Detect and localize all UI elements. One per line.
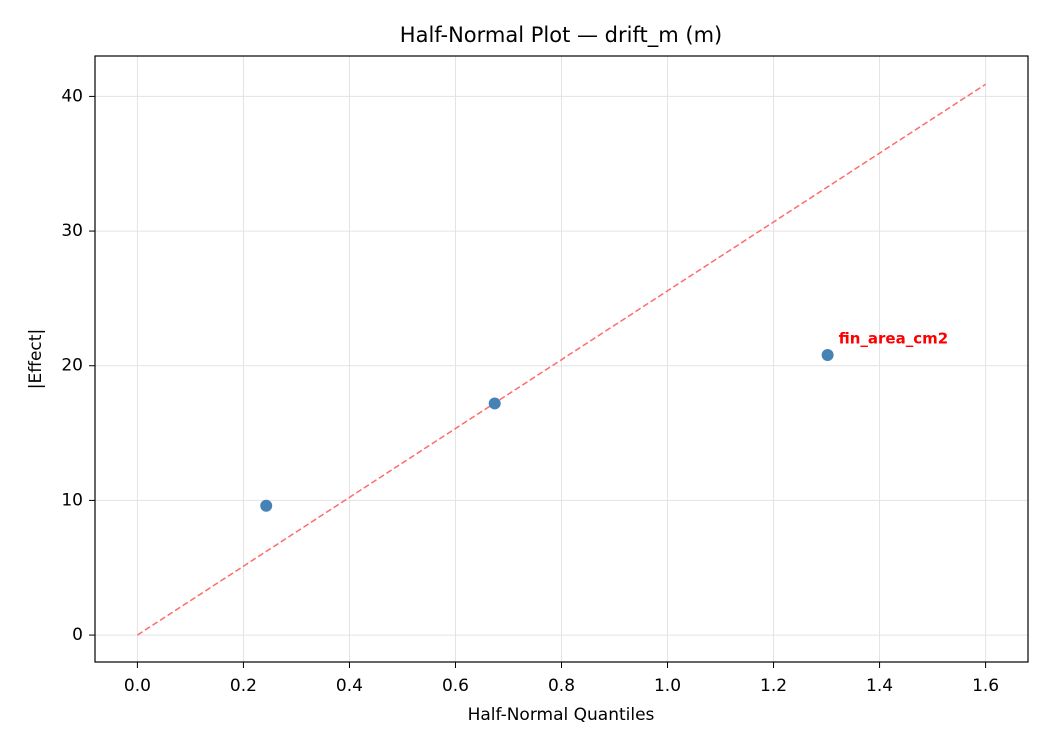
reference-line (137, 83, 986, 636)
y-tick-label: 30 (61, 221, 83, 241)
x-tick-label: 0.6 (442, 676, 469, 696)
x-tick-label: 1.6 (972, 676, 999, 696)
y-tick-label: 40 (61, 86, 83, 106)
y-tick-label: 0 (72, 625, 83, 645)
x-tick-label: 0.8 (548, 676, 575, 696)
x-axis-label: Half-Normal Quantiles (468, 705, 655, 725)
x-tick-label: 0.4 (336, 676, 363, 696)
annotation: fin_area_cm2 (839, 329, 949, 347)
chart-title: Half-Normal Plot — drift_m (m) (400, 23, 722, 48)
point (821, 348, 834, 361)
point (260, 499, 273, 512)
point (488, 397, 501, 410)
y-tick-label: 20 (61, 356, 83, 376)
y-tick-label: 10 (61, 490, 83, 510)
plot-area: fin_area_cm2 (137, 83, 986, 636)
x-tick-label: 0.0 (124, 676, 151, 696)
y-axis-label: |Effect| (26, 329, 46, 389)
x-tick-label: 0.2 (230, 676, 257, 696)
x-tick-label: 1.4 (866, 676, 893, 696)
x-tick-label: 1.0 (654, 676, 681, 696)
x-tick-label: 1.2 (760, 676, 787, 696)
